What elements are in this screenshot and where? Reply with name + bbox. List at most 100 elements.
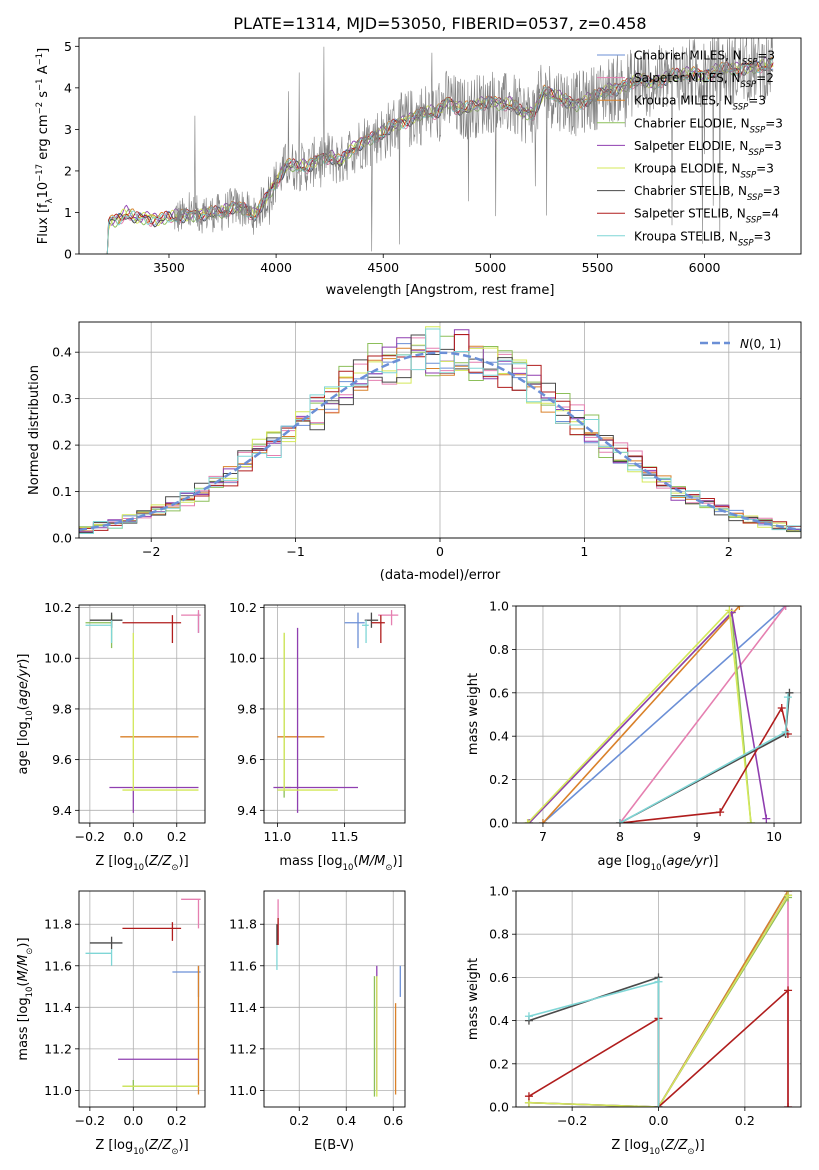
y-axis-label: mass weight — [466, 673, 481, 755]
weight-marker-kroupa_miles — [735, 606, 744, 610]
x-tick-label: 9 — [693, 829, 701, 844]
y-tick-label: 0.4 — [52, 345, 72, 360]
weight-marker-chabrier_stelib — [785, 688, 794, 697]
y-tick-label: 1.0 — [489, 599, 509, 614]
y-tick-label: 0.3 — [52, 391, 72, 406]
x-tick-label: 6000 — [689, 260, 721, 275]
y-tick-label: 9.4 — [52, 803, 72, 818]
y-tick-label: 11.2 — [229, 1041, 257, 1056]
data-spectrum — [173, 38, 774, 252]
y-tick-label: 0.2 — [52, 438, 72, 453]
axes-frame — [515, 890, 802, 1108]
legend-label: N(0, 1) — [740, 337, 781, 351]
weight-line-kroupa_stelib — [528, 980, 660, 1107]
y-tick-label: 10.2 — [229, 600, 257, 615]
weight-line-kroupa_elodie — [528, 894, 789, 1107]
weight-marker-kroupa_elodie — [746, 819, 755, 823]
legend: Chabrier MILES, NSSP=3 Salpeter MILES, NS… — [597, 49, 783, 248]
weight-marker-kroupa_stelib — [615, 819, 624, 823]
x-tick-label: 7 — [539, 829, 547, 844]
x-tick-label: 0.2 — [167, 829, 187, 844]
y-tick-label: 0.2 — [489, 1056, 509, 1071]
x-tick-label: 0.0 — [123, 829, 143, 844]
x-tick-label: −0.2 — [75, 1113, 105, 1128]
y-tick-label: 11.4 — [229, 1000, 257, 1015]
x-axis-label: mass [log10(M/M⊙)] — [279, 854, 402, 873]
y-tick-label: 0.8 — [489, 642, 509, 657]
y-tick-label: 9.4 — [237, 803, 257, 818]
y-tick-label: 0.4 — [489, 729, 509, 744]
hist-step-kroupa_stelib — [79, 328, 801, 534]
x-tick-label: 0.6 — [383, 1113, 403, 1128]
axes-frame — [78, 604, 206, 824]
y-tick-label: 11.2 — [44, 1041, 72, 1056]
plot-area — [524, 891, 793, 1107]
y-tick-label: 11.8 — [44, 917, 72, 932]
x-tick-label: −0.2 — [75, 829, 105, 844]
y-tick-label: 11.4 — [44, 1000, 72, 1015]
chart-age_vs_Z: −0.2 0.0 0.2 9.4 9.6 9.8 10.0 10.2 — [44, 600, 206, 844]
x-tick-label: 0.0 — [123, 1113, 143, 1128]
x-axis-label: wavelength [Angstrom, rest frame] — [326, 283, 555, 298]
weight-marker-kroupa_stelib — [524, 1012, 533, 1021]
y-tick-label: 9.6 — [237, 752, 257, 767]
model-line-chabrier_miles — [104, 60, 774, 254]
y-axis-label: age [log10(age/yr)] — [16, 654, 35, 775]
y-tick-label: 10.0 — [44, 651, 72, 666]
x-tick-label: 0.4 — [336, 1113, 356, 1128]
weight-line-salpeter_miles — [619, 606, 787, 823]
model-line-chabrier_stelib — [104, 61, 774, 254]
chart-age_vs_mass: 11.0 11.5 9.4 9.6 9.8 10.0 10.2 — [229, 600, 406, 844]
x-axis-label: Z [log10(Z/Z⊙)] — [95, 1138, 188, 1157]
y-tick-label: 11.6 — [44, 958, 72, 973]
x-axis-label: (data-model)/error — [380, 568, 501, 583]
legend-label: Salpeter ELODIE, NSSP=3 — [634, 139, 782, 158]
weight-marker-kroupa_elodie — [725, 606, 734, 615]
x-tick-label: 11.5 — [331, 829, 359, 844]
weight-line-chabrier_miles — [542, 606, 787, 823]
legend-label: Kroupa ELODIE, NSSP=3 — [634, 162, 774, 181]
legend: N(0, 1) — [700, 337, 781, 351]
x-tick-label: 8 — [616, 829, 624, 844]
weight-line-chabrier_elodie — [528, 610, 752, 823]
y-tick-label: 9.6 — [52, 752, 72, 767]
plot-area — [79, 326, 801, 534]
x-tick-label: −0.2 — [557, 1113, 587, 1128]
chart-massweight_vs_age: 7 8 9 10 0.0 0.2 0.4 0.6 0.8 1.0 — [489, 599, 802, 844]
legend-label: Chabrier ELODIE, NSSP=3 — [634, 116, 783, 135]
y-tick-label: 9.8 — [237, 701, 257, 716]
y-axis-label: mass [log10(M/M⊙)] — [16, 937, 35, 1060]
model-line-salpeter_stelib — [104, 60, 774, 254]
x-tick-label: 11.0 — [264, 829, 292, 844]
chart-title: PLATE=1314, MJD=53050, FIBERID=0537, z=0… — [233, 14, 646, 33]
weight-marker-kroupa_miles — [538, 819, 547, 823]
y-tick-label: 1 — [64, 205, 72, 220]
legend-label: Kroupa MILES, NSSP=3 — [634, 94, 766, 113]
legend-label: Salpeter STELIB, NSSP=4 — [634, 207, 779, 226]
weight-marker-salpeter_stelib — [784, 1103, 793, 1107]
weight-marker-salpeter_stelib — [784, 986, 793, 995]
axes-frame — [515, 605, 802, 824]
y-tick-label: 0.0 — [52, 531, 72, 546]
legend-label: Salpeter MILES, NSSP=2 — [634, 71, 774, 90]
x-axis-label: age [log10(age/yr)] — [598, 854, 719, 873]
y-tick-label: 9.8 — [52, 701, 72, 716]
x-tick-label: 0 — [436, 544, 444, 559]
y-tick-label: 11.0 — [44, 1083, 72, 1098]
axes-frame — [78, 321, 802, 539]
y-tick-label: 0.4 — [489, 1013, 509, 1028]
y-tick-label: 0.2 — [489, 772, 509, 787]
weight-marker-kroupa_stelib — [783, 693, 792, 702]
axes-frame — [78, 37, 802, 255]
x-axis-label: Z [log10(Z/Z⊙)] — [95, 854, 188, 873]
chart-spectrum: 3500 4000 4500 5000 5500 6000 0 1 2 3 4 5 Chabrier M… — [64, 37, 802, 275]
x-tick-label: 0.2 — [289, 1113, 309, 1128]
x-tick-label: 5000 — [474, 260, 506, 275]
weight-line-kroupa_miles — [542, 606, 740, 823]
normal-curve — [79, 351, 801, 532]
x-tick-label: 4500 — [367, 260, 399, 275]
chart-histogram: −2 −1 0 1 2 0.0 0.1 0.2 0.3 0.4 N(0, 1) — [52, 321, 802, 559]
plot-area — [523, 606, 794, 823]
weight-marker-salpeter_stelib — [777, 703, 786, 712]
